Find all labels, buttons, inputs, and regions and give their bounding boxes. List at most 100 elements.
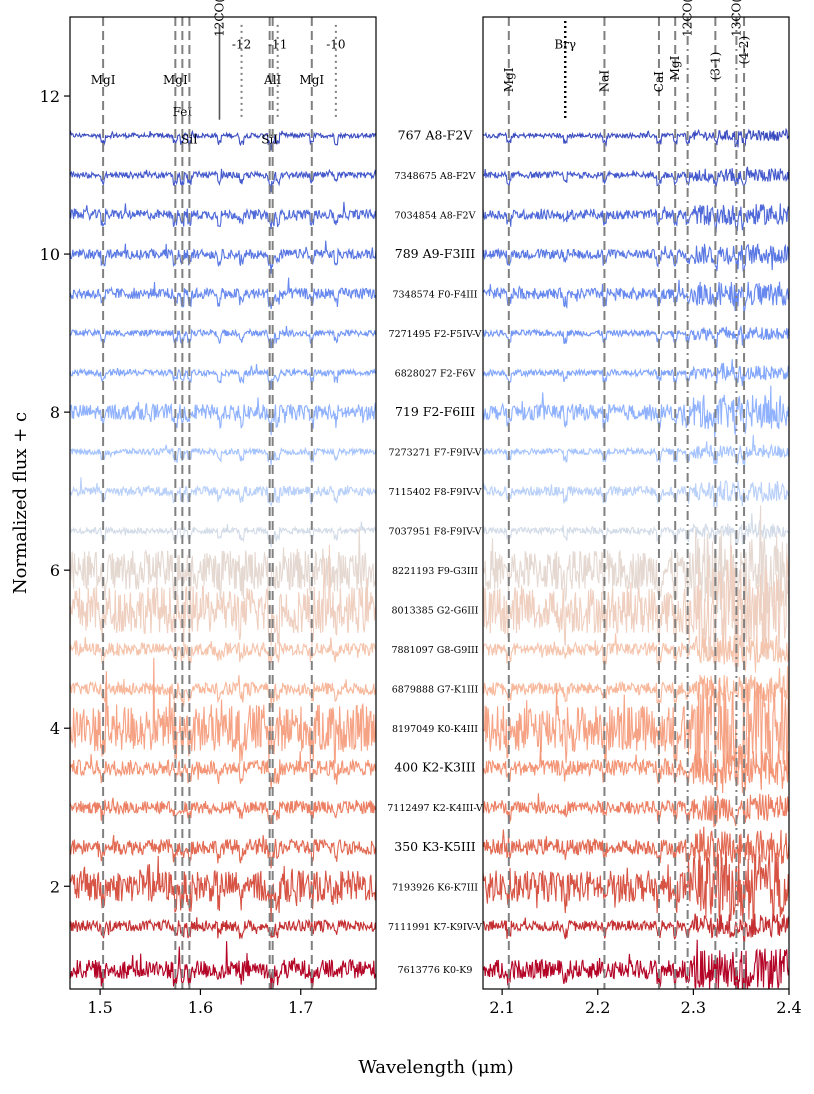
- line-label: MgI: [91, 73, 116, 87]
- y-tick-label: 6: [50, 561, 60, 580]
- series-label: 7271495 F2-F5IV-V: [389, 329, 482, 340]
- spectrum-line: [483, 203, 789, 234]
- series-label: 6879888 G7-K1III: [392, 685, 479, 696]
- spectrum-line: [70, 521, 376, 548]
- spectrum-line: [70, 657, 376, 764]
- x-tick-label: 2.4: [776, 998, 801, 1017]
- spectrum-line: [483, 913, 789, 943]
- spectrum-line: [70, 917, 376, 940]
- x-tick-label: 1.7: [288, 998, 313, 1017]
- spectrum-line: [483, 633, 789, 673]
- spectrum-line: [483, 127, 789, 148]
- line-label: (4-2): [737, 36, 751, 65]
- spectrum-line: [483, 505, 789, 640]
- panel-frame: [69, 16, 377, 990]
- spectrum-line: [483, 243, 789, 274]
- series-label: 7115402 F8-F9IV-V: [389, 487, 482, 498]
- line-label: SiI: [181, 132, 198, 146]
- series-label: 7037951 F8-F9IV-V: [389, 527, 482, 538]
- x-axis-label: Wavelength (μm): [358, 1057, 513, 1078]
- x-tick-label: 1.6: [188, 998, 213, 1017]
- spectrum-line: [483, 166, 789, 189]
- line-label: MgI: [502, 67, 516, 92]
- spectrum-line: [70, 363, 376, 390]
- line-label: 12CO(2-0): [681, 0, 695, 37]
- spectrum-line: [483, 324, 789, 348]
- line-label: MgI: [299, 73, 324, 87]
- spectrum-line: [70, 751, 376, 789]
- spectrum-line: [70, 674, 376, 708]
- line-label: 13CO(2-1): [729, 0, 743, 37]
- series-label: 6828027 F2-F6V: [395, 369, 476, 380]
- series-label: 400 K2-K3III: [394, 760, 476, 775]
- spectrum-line: [70, 129, 376, 151]
- x-tick-label: 1.5: [87, 998, 112, 1017]
- spectrum-line: [483, 434, 789, 466]
- series-label: 8221193 F9-G3III: [392, 566, 478, 577]
- spectrum-line: [70, 797, 376, 825]
- line-label: 12CO(3-0): [212, 0, 226, 37]
- series-label: 7111991 K7-K9IV-V: [388, 922, 482, 933]
- series-label: 7273271 F7-F9IV-V: [389, 448, 482, 459]
- series-label: 767 A8-F2V: [398, 128, 474, 143]
- x-tick-label: 2.1: [489, 998, 514, 1017]
- panel-frame: [482, 16, 790, 990]
- x-tick-label: 2.2: [585, 998, 610, 1017]
- series-label: 719 F2-F6III: [395, 404, 475, 419]
- spectrum-line: [483, 851, 789, 931]
- x-tick-label: 2.3: [681, 998, 706, 1017]
- y-tick-label: 4: [50, 719, 60, 738]
- spectrum-line: [70, 941, 376, 989]
- spectrum-line: [70, 240, 376, 274]
- line-label: AlI: [263, 73, 282, 87]
- series-label: 350 K3-K5III: [394, 839, 476, 854]
- spectrum-line: [70, 168, 376, 193]
- spectrum-line: [70, 444, 376, 466]
- line-label: FeI: [173, 105, 193, 119]
- series-label: 8013385 G2-G6III: [391, 606, 478, 617]
- y-axis-label: Normalized flux + c: [10, 412, 31, 594]
- spectrum-line: [70, 855, 376, 922]
- series-label: 7193926 K6-K7III: [392, 882, 478, 893]
- series-label: 7034854 A8-F2V: [395, 211, 476, 222]
- line-label: MgI: [163, 73, 188, 87]
- spectrum-line: [483, 513, 789, 545]
- series-label: 7613776 K0-K9: [398, 965, 473, 976]
- y-tick-label: 2: [50, 877, 60, 896]
- spectrum-line: [70, 277, 376, 310]
- series-label: 7348675 A8-F2V: [395, 171, 476, 182]
- line-label: MgI: [668, 55, 682, 80]
- series-label: 7881097 G8-G9III: [391, 645, 478, 656]
- spectrum-line: [483, 359, 789, 387]
- spectrum-line: [483, 279, 789, 312]
- line-label: -11: [268, 38, 287, 52]
- spectrum-line: [483, 480, 789, 508]
- line-label: -12: [232, 38, 251, 52]
- y-tick-label: 10: [40, 245, 60, 264]
- spectrum-line: [70, 834, 376, 869]
- spectrum-line: [483, 939, 789, 989]
- spectrum-line: [483, 737, 789, 794]
- spectrum-line: [483, 826, 789, 872]
- series-label: 8197049 K0-K4III: [392, 724, 478, 735]
- line-label: (3-1): [708, 52, 722, 81]
- line-label: NaI: [597, 70, 611, 93]
- spectrum-line: [70, 477, 376, 507]
- spectrum-line: [483, 385, 789, 438]
- line-label: -10: [326, 38, 345, 52]
- spectrum-line: [70, 397, 376, 436]
- y-tick-label: 8: [50, 403, 60, 422]
- series-label: 7112497 K2-K4III-V: [387, 803, 483, 814]
- series-label: 789 A9-F3III: [395, 246, 476, 261]
- line-label: CaI: [652, 71, 666, 92]
- spectrum-line: [70, 326, 376, 349]
- y-tick-label: 12: [40, 87, 60, 106]
- spectrum-line: [483, 665, 789, 711]
- spectrum-line: [483, 676, 789, 794]
- series-label: 7348574 F0-F4III: [392, 290, 477, 301]
- spectrum-line: [483, 793, 789, 828]
- spectrum-line: [70, 201, 376, 230]
- spectrum-line: [70, 544, 376, 647]
